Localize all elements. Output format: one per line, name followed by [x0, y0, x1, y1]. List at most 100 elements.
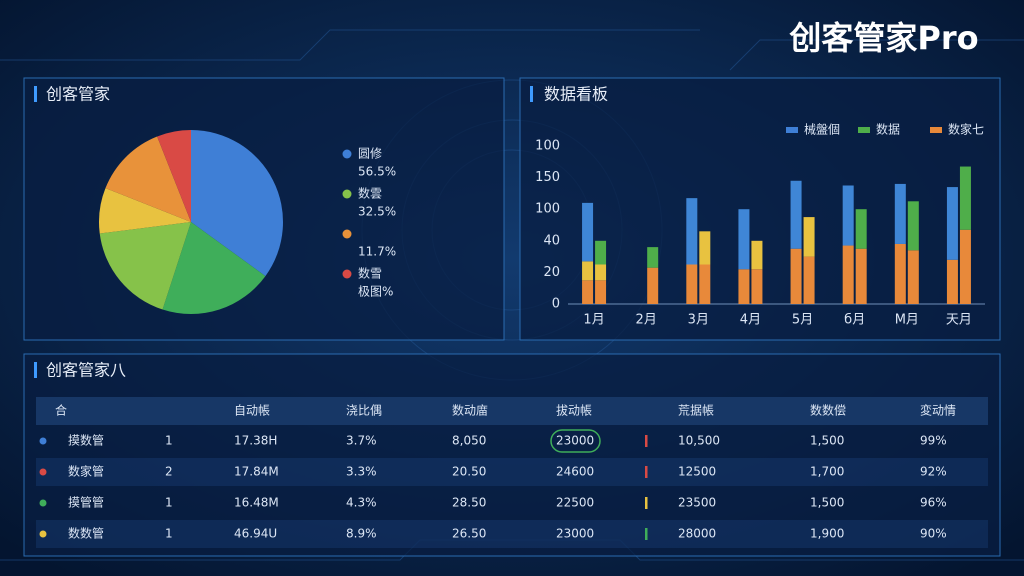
table-header: 浇比偶 [346, 404, 382, 418]
pie-slice [162, 222, 266, 314]
legend-name: 圆修 [358, 146, 382, 161]
table-cell: 23500 [678, 496, 716, 510]
panel-title: 数据看板 [544, 85, 608, 104]
table-header: 数动庿 [452, 403, 488, 418]
bar-segment [959, 229, 971, 304]
table-header: 自动帳 [234, 404, 270, 418]
table-header: 拔动帳 [556, 403, 592, 418]
bar-segment [647, 247, 659, 268]
highlight-ring [550, 429, 601, 453]
table-cell: 12500 [678, 465, 716, 479]
bar-segment [686, 264, 698, 304]
bar-segment [907, 201, 919, 251]
row-band [36, 458, 988, 486]
table-cell: 23000 [556, 527, 594, 541]
table-cell: 1,500 [810, 434, 844, 448]
table-cell: 数数管 [68, 526, 104, 541]
x-tick-label: 5月 [792, 313, 813, 328]
x-tick-label: 2月 [636, 313, 657, 328]
bar-segment [751, 240, 763, 270]
row-flag [645, 435, 648, 447]
y-tick-label: 100 [535, 202, 560, 217]
y-tick-label: 40 [543, 233, 560, 248]
table-cell: 数家管 [68, 464, 104, 479]
table-cell: 17.38H [234, 434, 277, 448]
table-cell: 3.7% [346, 434, 377, 448]
table-cell: 20.50 [452, 465, 486, 479]
panel-title: 创客管家八 [46, 361, 126, 380]
row-marker [39, 530, 47, 538]
bar-segment [699, 231, 711, 265]
table-cell: 3.3% [346, 465, 377, 479]
bar-segment [855, 209, 867, 249]
legend-label: 数据 [876, 122, 900, 137]
pie-slice [99, 222, 191, 310]
bar-segment [803, 256, 815, 304]
table-header-band [36, 397, 988, 425]
row-marker [39, 468, 47, 476]
y-tick-label: 0 [552, 297, 560, 312]
bar-segment [582, 202, 594, 262]
legend-value: 56.5% [358, 165, 396, 179]
bar-segment [907, 250, 919, 304]
row-marker [39, 437, 47, 445]
x-tick-label: 天月 [946, 313, 972, 328]
y-tick-label: 100 [535, 139, 560, 154]
legend-dot [342, 189, 352, 199]
legend-swatch [930, 127, 942, 133]
bar-segment [582, 280, 594, 304]
bar-segment [790, 180, 802, 249]
legend-dot [342, 269, 352, 279]
bar-segment [842, 245, 854, 304]
table-cell: 90% [920, 527, 947, 541]
bar-segment [790, 248, 802, 304]
title-accents [34, 86, 533, 378]
legend-label: 械盤個 [804, 122, 840, 137]
bar-segment [803, 217, 815, 257]
legend-swatch [786, 127, 798, 133]
table-cell: 摸数管 [68, 433, 104, 448]
table-cell: 8.9% [346, 527, 377, 541]
table-cell: 24600 [556, 465, 594, 479]
y-tick-label: 150 [535, 170, 560, 185]
x-tick-label: б月 [844, 313, 865, 328]
table-cell: 1 [165, 527, 173, 541]
bar-segment [738, 209, 750, 270]
row-flag [645, 497, 648, 509]
table-cell: 1 [165, 496, 173, 510]
pie-slice [99, 188, 191, 234]
table-cell: 2 [165, 465, 173, 479]
bar-segment [595, 264, 607, 281]
x-tick-label: M月 [895, 313, 919, 328]
pie-slice [191, 130, 283, 277]
table-cell: 96% [920, 496, 947, 510]
table-cell: 16.48M [234, 496, 279, 510]
bar-segment [842, 185, 854, 246]
table-cell: 22500 [556, 496, 594, 510]
table-cell: 4.3% [346, 496, 377, 510]
bar-segment [946, 187, 958, 260]
table-cell: 28.50 [452, 496, 486, 510]
x-tick-label: 3月 [688, 313, 709, 328]
row-flag [645, 528, 648, 540]
bar-segment [595, 240, 607, 265]
x-tick-label: 1月 [583, 313, 604, 328]
bar-segment [959, 166, 971, 230]
bar-segment [738, 269, 750, 304]
bar-segment [855, 248, 867, 304]
bar-segment [595, 280, 607, 304]
table-cell: 92% [920, 465, 947, 479]
legend-name: 数雲 [358, 186, 382, 201]
table-cell: 1 [165, 434, 173, 448]
bar-segment [894, 183, 906, 244]
x-tick-label: 4月 [740, 313, 761, 328]
row-band [36, 520, 988, 548]
table-cell: 99% [920, 434, 947, 448]
table-cell: 46.94U [234, 527, 277, 541]
table-cell: 10,500 [678, 434, 720, 448]
bar-segment [946, 259, 958, 304]
bar-segment [894, 243, 906, 304]
table-header: 数数偿 [810, 403, 846, 418]
